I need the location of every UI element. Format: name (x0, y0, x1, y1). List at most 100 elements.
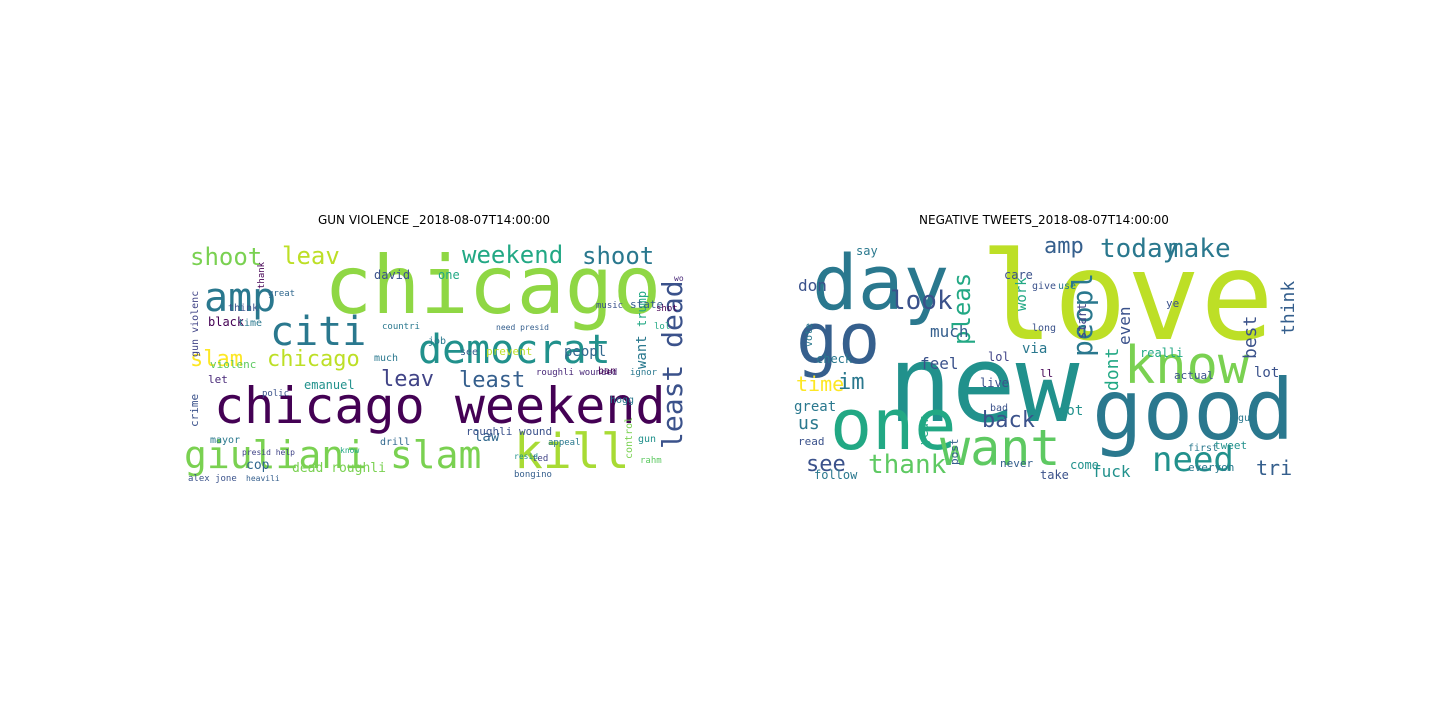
cloud-word: im (838, 370, 865, 395)
cloud-word: thank (257, 261, 267, 289)
cloud-word: chicago (267, 347, 360, 372)
cloud-word: love (980, 231, 1274, 368)
cloud-word: need presid (496, 323, 549, 332)
cloud-word: bad (990, 403, 1008, 414)
cloud-word: countri (382, 322, 420, 332)
cloud-word: say (856, 244, 878, 258)
cloud-word: know (1124, 336, 1250, 396)
wordcloud-gun-violence-canvas: chicago chicago weekend giuliani slam de… (184, 239, 684, 484)
wordcloud-title-negative-tweets: NEGATIVE TWEETS_2018-08-07T14:00:00 (919, 213, 1169, 227)
cloud-word: everyon (1188, 461, 1234, 474)
cloud-word: want (940, 419, 1060, 477)
cloud-word: great (268, 289, 295, 299)
cloud-word: citi (270, 309, 366, 355)
cloud-word: shoot (190, 243, 262, 271)
cloud-word: hogg (610, 395, 634, 406)
cloud-word: lol (988, 350, 1010, 364)
cloud-word: fuck (1092, 462, 1131, 481)
cloud-word: see (806, 452, 846, 477)
cloud-word: alex jone (188, 474, 237, 484)
cloud-word: slam (190, 347, 243, 372)
cloud-word: presid help (242, 448, 295, 457)
cloud-word: weekend (462, 241, 563, 269)
wordcloud-negative-tweets-canvas: love new good day one go want know need … (794, 231, 1294, 482)
cloud-word: resid (514, 452, 538, 461)
cloud-word: even (1115, 306, 1134, 345)
cloud-word: back (982, 408, 1035, 433)
cloud-word: think (228, 303, 258, 314)
cloud-word: realli (1140, 346, 1183, 360)
cloud-word: least (459, 368, 525, 393)
cloud-word: music (596, 301, 623, 311)
cloud-word: gun violenc (190, 291, 201, 357)
cloud-word: guy (1238, 413, 1256, 424)
cloud-word: read (798, 435, 825, 448)
cloud-word: giuliani slam (184, 433, 481, 477)
cloud-word: actual (1174, 369, 1214, 382)
cloud-word: want (634, 335, 650, 369)
cloud-word: tweet (1214, 439, 1247, 452)
cloud-word: polic (262, 389, 289, 399)
wordcloud-title-gun-violence: GUN VIOLENCE _2018-08-07T14:00:00 (317, 213, 551, 227)
cloud-word: today (1100, 234, 1178, 264)
cloud-word: year (917, 416, 931, 445)
cloud-word: cop (246, 458, 270, 473)
cloud-word: one (830, 384, 956, 466)
cloud-word: chicago weekend (214, 377, 666, 435)
cloud-word: great (794, 399, 836, 415)
cloud-word: much (374, 353, 398, 364)
cloud-word: kill (514, 424, 630, 480)
wordcloud-negative-tweets: love new good day one go want know need … (794, 231, 1294, 486)
cloud-word: much (930, 322, 969, 341)
cloud-word: appeal (548, 438, 581, 448)
cloud-word: ll (1040, 367, 1053, 380)
cloud-word: follow (814, 468, 858, 482)
cloud-word: live (980, 376, 1009, 390)
cloud-word: see (460, 347, 478, 358)
cloud-word: look (890, 286, 953, 316)
cloud-word: need (1152, 440, 1234, 480)
cloud-word: emanuel (304, 378, 355, 392)
cloud-word: ban (598, 366, 616, 377)
cloud-word: leav (282, 242, 340, 270)
cloud-word: democrat (418, 327, 611, 373)
cloud-word: drill (380, 437, 410, 448)
cloud-word: crime (188, 394, 201, 427)
cloud-word: thank (868, 450, 947, 480)
cloud-word: peopl (1066, 273, 1099, 357)
cloud-word: ignor (630, 368, 658, 378)
cloud-word: shoot (582, 242, 654, 270)
cloud-word: good (1092, 361, 1294, 459)
cloud-word: ted (532, 454, 548, 464)
cloud-word: shot (656, 304, 678, 314)
cloud-word: heavili (246, 474, 280, 483)
cloud-word: amp (204, 275, 276, 321)
cloud-word: long (1032, 323, 1056, 334)
cloud-word: prevent (486, 345, 532, 358)
cloud-word: job (428, 336, 446, 347)
cloud-word: black (208, 315, 245, 329)
cloud-word: lot (1254, 365, 1279, 381)
cloud-word: lol (654, 322, 670, 332)
cloud-word: use (1058, 281, 1076, 292)
cloud-word: day (812, 238, 949, 327)
cloud-word: least dead (656, 280, 684, 449)
cloud-word: pleas (948, 273, 976, 345)
cloud-word: one (438, 268, 460, 282)
cloud-word: take (1040, 468, 1069, 482)
cloud-word: via (1022, 341, 1047, 357)
cloud-word: trump (635, 291, 649, 327)
cloud-word: think (1278, 281, 1294, 335)
cloud-word: got (1058, 403, 1083, 419)
cloud-word: care (1004, 268, 1033, 282)
cloud-word: rahm (640, 456, 662, 466)
cloud-word: law (474, 429, 500, 445)
cloud-word: never (1000, 457, 1033, 470)
cloud-word: let (208, 373, 228, 386)
cloud-word: state (630, 298, 663, 311)
cloud-word: dont (1102, 348, 1123, 391)
cloud-word: make (1168, 234, 1231, 264)
cloud-word: start (1075, 303, 1089, 339)
cloud-word: mayor (210, 435, 240, 446)
cloud-word: check (816, 352, 853, 366)
